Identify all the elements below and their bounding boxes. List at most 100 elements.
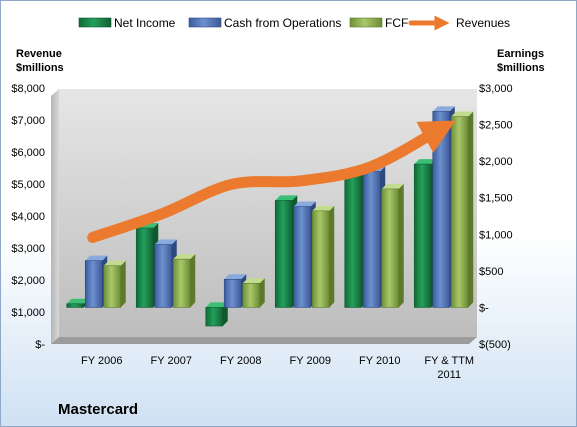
- bar-side: [398, 183, 404, 308]
- left-tick-label: $6,000: [11, 147, 45, 159]
- right-tick-label: $500: [479, 266, 503, 278]
- legend-swatch-fcf: [349, 17, 383, 28]
- x-tick-label-line: FY 2008: [220, 355, 261, 367]
- left-tick-label: $7,000: [11, 115, 45, 127]
- x-axis-labels: FY 2006 FY 2007 FY 2008 FY 2009 FY 2010 FY & …: [81, 355, 474, 381]
- bar-face: [413, 163, 432, 308]
- bar-face: [344, 172, 363, 308]
- right-tick-label: $1,000: [479, 229, 513, 241]
- left-tick-label: $5,000: [11, 179, 45, 191]
- plot-back-wall: [59, 89, 477, 337]
- bar-face: [311, 210, 330, 308]
- plot-floor: [51, 337, 477, 344]
- x-tick-label: FY 2006: [81, 355, 122, 367]
- x-tick-label-line: FY & TTM: [424, 355, 474, 367]
- bar-face: [84, 260, 103, 308]
- bar-top: [224, 274, 247, 280]
- bar-top: [414, 159, 437, 165]
- bar-top: [432, 106, 455, 112]
- bar-top: [293, 201, 316, 207]
- bar-side: [468, 111, 474, 308]
- right-axis-title-line-1: Earnings: [497, 48, 544, 60]
- left-axis-title-line-1: Revenue: [16, 48, 62, 60]
- bar-top: [103, 260, 126, 266]
- x-tick-label: FY & TTM 2011: [424, 355, 474, 381]
- bar-net-income: [205, 302, 228, 327]
- left-axis-title-line-2: $millions: [16, 62, 64, 74]
- right-axis-ticks: $(500) $- $500 $1,000 $1,500 $2,000 $2,500 $3,0…: [479, 83, 513, 351]
- bar-face: [362, 171, 381, 308]
- right-tick-label: $2,000: [479, 156, 513, 168]
- bar-face: [242, 282, 261, 308]
- revenues-line: [87, 120, 456, 243]
- x-tick-label-line: FY 2009: [290, 355, 331, 367]
- left-axis-ticks: $- $1,000 $2,000 $3,000 $4,000 $5,000 $6,000 $7…: [11, 83, 45, 351]
- bar-top: [275, 195, 298, 201]
- bar-face: [223, 278, 242, 308]
- x-tick-label: FY 2009: [290, 355, 331, 367]
- bar-top: [173, 254, 196, 260]
- bars: [66, 106, 474, 327]
- legend-label-fcf: FCF: [385, 16, 408, 30]
- legend-swatch-cash-from-operations: [188, 17, 222, 28]
- bar-top: [312, 205, 335, 211]
- x-tick-label-line: FY 2006: [81, 355, 122, 367]
- bar-side: [329, 205, 335, 308]
- bar-top: [451, 111, 474, 117]
- bar-fcf: [450, 111, 474, 308]
- right-tick-label: $1,500: [479, 193, 513, 205]
- bar-face: [274, 200, 293, 308]
- x-tick-label: FY 2007: [151, 355, 192, 367]
- left-tick-label: $-: [35, 339, 45, 351]
- x-tick-label-line: 2011: [437, 369, 461, 381]
- x-tick-label-line: FY 2010: [359, 355, 400, 367]
- bar-fcf: [381, 183, 404, 308]
- bar-cash-from-operations: [84, 255, 108, 308]
- left-tick-label: $1,000: [11, 307, 45, 319]
- bar-face: [293, 206, 312, 308]
- bar-fcf: [172, 254, 196, 308]
- bar-top: [154, 239, 177, 245]
- bar-top: [205, 302, 228, 308]
- right-tick-label: $-: [479, 302, 489, 314]
- legend: Net Income Cash from Operations FCF Reve…: [78, 15, 510, 31]
- bar-side: [222, 302, 228, 327]
- bar-side: [259, 278, 265, 308]
- bar-top: [242, 278, 265, 284]
- right-tick-label: $3,000: [479, 83, 513, 95]
- x-tick-label: FY 2010: [359, 355, 400, 367]
- bar-side: [190, 254, 196, 308]
- legend-label-revenues: Revenues: [456, 16, 510, 30]
- left-tick-label: $2,000: [11, 275, 45, 287]
- bar-side: [120, 260, 126, 308]
- bar-face: [135, 227, 154, 308]
- bar-face: [381, 188, 400, 308]
- bar-face: [103, 265, 122, 308]
- legend-label-cash-from-operations: Cash from Operations: [224, 16, 341, 30]
- bar-face: [450, 116, 469, 308]
- x-tick-label: FY 2008: [220, 355, 261, 367]
- bar-face: [432, 111, 451, 308]
- x-tick-label-line: FY 2007: [151, 355, 192, 367]
- right-tick-label: $2,500: [479, 120, 513, 132]
- plot-side-wall: [51, 89, 59, 344]
- bar-top: [66, 298, 89, 304]
- left-tick-label: $8,000: [11, 83, 45, 95]
- legend-label-net-income: Net Income: [114, 16, 176, 30]
- legend-swatch-net-income: [78, 17, 112, 28]
- bar-fcf: [311, 205, 335, 308]
- left-tick-label: $4,000: [11, 211, 45, 223]
- bar-face: [66, 303, 85, 308]
- right-axis-title-line-2: $millions: [497, 62, 545, 74]
- bar-face: [205, 307, 224, 327]
- bar-fcf: [242, 278, 265, 308]
- right-tick-label: $(500): [479, 339, 511, 351]
- bar-top: [381, 183, 404, 189]
- left-tick-label: $3,000: [11, 243, 45, 255]
- bar-face: [172, 258, 191, 308]
- bar-fcf: [103, 260, 126, 308]
- bar-top: [85, 255, 108, 261]
- brand-title: Mastercard: [58, 401, 138, 418]
